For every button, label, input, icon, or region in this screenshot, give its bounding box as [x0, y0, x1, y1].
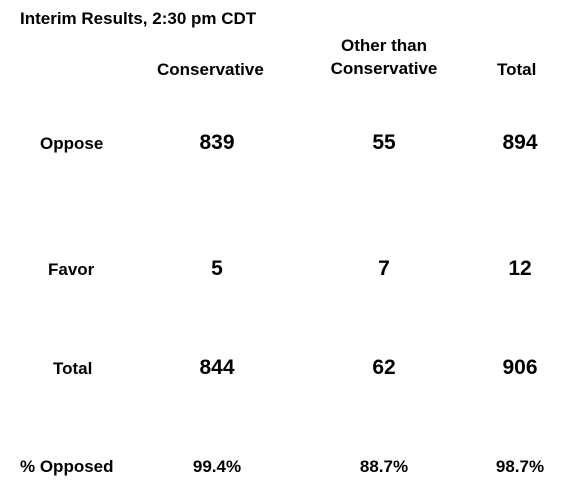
cell-conservative: 839 — [199, 131, 235, 154]
column-header-other-line1: Other than — [341, 36, 427, 55]
cell-other: 7 — [378, 257, 390, 280]
cell-conservative: 99.4% — [192, 457, 242, 476]
cell-conservative: 844 — [199, 356, 235, 379]
column-header-other-line2: Conservative — [330, 59, 438, 78]
row-label: % Opposed — [20, 457, 114, 476]
cell-total: 906 — [502, 356, 538, 379]
cell-other: 55 — [372, 131, 396, 154]
cell-total: 12 — [508, 257, 532, 280]
column-header-conservative: Conservative — [157, 60, 264, 79]
row-label: Oppose — [40, 134, 104, 153]
column-header-total: Total — [497, 60, 537, 79]
cell-total: 894 — [502, 131, 538, 154]
cell-conservative: 5 — [211, 257, 223, 280]
cell-other: 62 — [372, 356, 396, 379]
cell-other: 88.7% — [359, 457, 409, 476]
row-label: Total — [53, 359, 93, 378]
cell-total: 98.7% — [495, 457, 545, 476]
column-header-other: Other than Conservative — [322, 34, 446, 80]
table-title: Interim Results, 2:30 pm CDT — [20, 9, 257, 28]
row-label: Favor — [48, 260, 95, 279]
